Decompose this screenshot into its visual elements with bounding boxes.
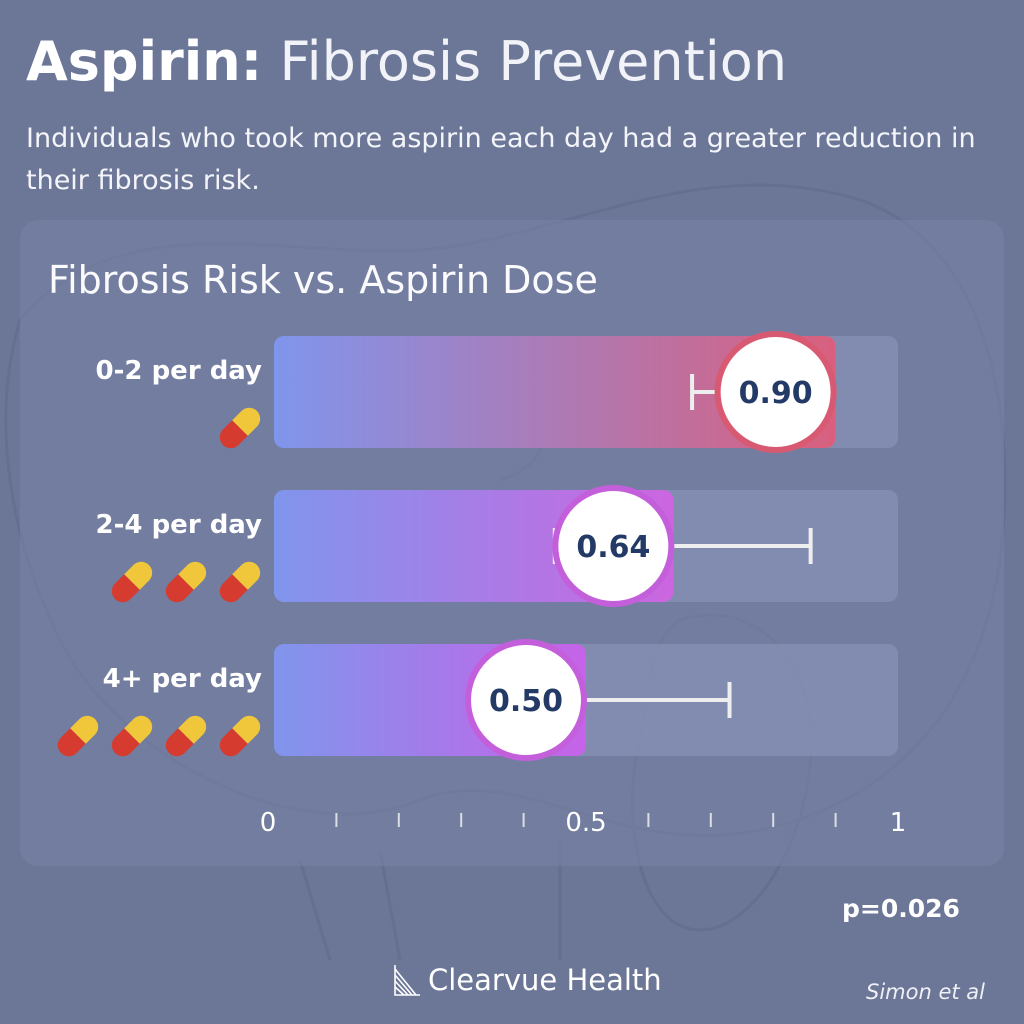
data-label: 0.90 — [739, 376, 813, 411]
pill-icon — [111, 561, 153, 603]
pill-icon — [219, 715, 261, 757]
bar — [274, 336, 836, 448]
title-light: Fibrosis Prevention — [279, 30, 788, 93]
chart-title: Fibrosis Risk vs. Aspirin Dose — [48, 258, 598, 302]
brand-name: Clearvue Health — [428, 963, 662, 997]
value-marker — [552, 485, 675, 607]
brand-logo: Clearvue Health — [392, 960, 662, 1000]
x-tick-label: 0.5 — [565, 808, 606, 838]
pill-icon — [165, 561, 207, 603]
title-bold: Aspirin: — [26, 30, 263, 93]
pill-icon — [111, 715, 153, 757]
category-label: 0-2 per day — [95, 356, 262, 386]
value-marker — [714, 331, 837, 453]
source-citation: Simon et al — [866, 980, 985, 1004]
brand-mark-icon — [394, 965, 420, 996]
p-value: p=0.026 — [842, 894, 960, 923]
page-title: Aspirin: Fibrosis Prevention — [26, 30, 787, 94]
page-subtitle: Individuals who took more aspirin each d… — [26, 123, 976, 196]
pill-icon — [219, 561, 261, 603]
category-label: 4+ per day — [102, 664, 262, 694]
pill-icon — [219, 407, 261, 449]
pill-icon — [57, 715, 99, 757]
x-tick-label: 1 — [890, 808, 907, 838]
pill-icon — [165, 715, 207, 757]
x-tick-label: 0 — [260, 808, 277, 838]
category-label: 2-4 per day — [95, 510, 262, 540]
data-label: 0.64 — [576, 530, 650, 565]
data-label: 0.50 — [489, 684, 563, 719]
value-marker — [465, 639, 587, 761]
